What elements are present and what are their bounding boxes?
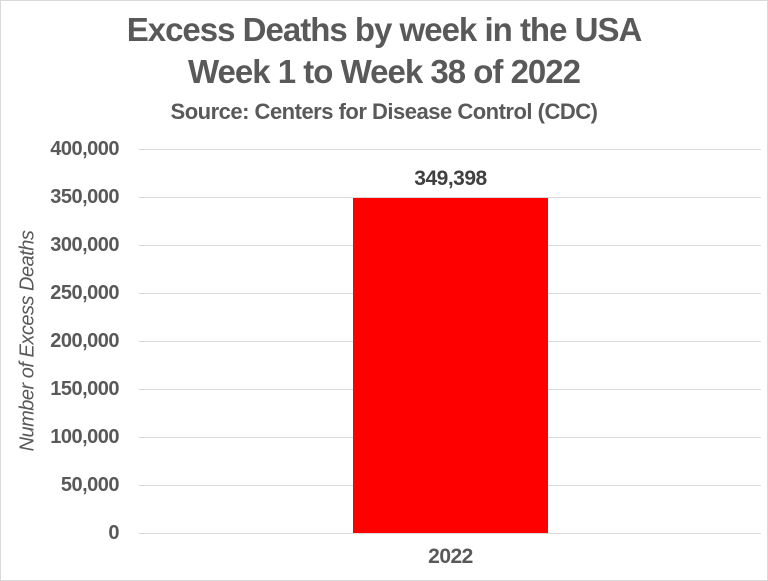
y-axis-tick-label-350000: 350,000 bbox=[50, 186, 119, 208]
gridline-350000 bbox=[139, 196, 761, 198]
plot-area: 349,398 bbox=[139, 148, 761, 534]
chart-source: Source: Centers for Disease Control (CDC… bbox=[170, 99, 598, 124]
y-axis-tick-label-400000: 400,000 bbox=[50, 138, 119, 160]
y-axis-tick-label-150000: 150,000 bbox=[50, 378, 119, 400]
y-axis-tick-label-0: 0 bbox=[108, 522, 119, 544]
y-axis-tick-label-300000: 300,000 bbox=[50, 234, 119, 256]
y-axis-tick-label-50000: 50,000 bbox=[60, 474, 120, 496]
y-axis-tick-label-100000: 100,000 bbox=[50, 426, 119, 448]
y-axis-tick-label-250000: 250,000 bbox=[50, 282, 119, 304]
bar-value-label: 349,398 bbox=[414, 166, 487, 190]
x-axis-tick-label: 2022 bbox=[428, 545, 473, 568]
chart-title: Excess Deaths by week in the USA bbox=[126, 11, 643, 48]
data-bar-2022 bbox=[353, 197, 548, 533]
gridline-0 bbox=[139, 532, 761, 534]
y-axis-tick-label-200000: 200,000 bbox=[50, 330, 119, 352]
chart-subtitle: Week 1 to Week 38 of 2022 bbox=[188, 53, 581, 90]
gridline-400000 bbox=[139, 148, 761, 150]
